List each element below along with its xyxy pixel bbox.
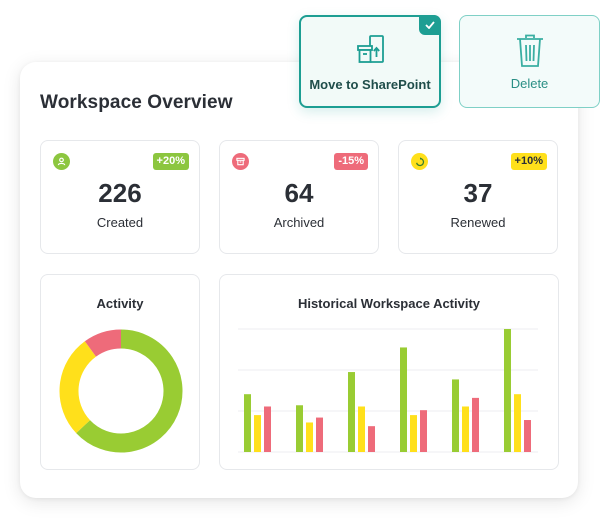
stat-value: 37 [463, 178, 493, 208]
bar [348, 372, 355, 452]
stat-value: 64 [284, 178, 314, 208]
stat-card-archived: -15% 64 Archived [219, 140, 379, 254]
bar [254, 415, 261, 452]
recycle-icon [411, 153, 428, 170]
bar [472, 397, 479, 452]
history-title: Historical Workspace Activity [297, 296, 481, 311]
move-to-sharepoint-icon [357, 35, 384, 63]
bar [306, 422, 313, 452]
delete-button[interactable]: Delete [459, 15, 600, 108]
stat-card-renewed: +10% 37 Renewed [398, 140, 558, 254]
stat-label: Created [96, 215, 144, 230]
activity-panel: Activity [40, 274, 200, 470]
bar [420, 410, 427, 452]
change-badge: +20% [152, 153, 189, 170]
history-panel: Historical Workspace Activity [219, 274, 559, 470]
activity-donut-chart [59, 329, 183, 453]
bar [296, 405, 303, 452]
change-badge: +10% [510, 153, 547, 170]
archive-icon [232, 153, 249, 170]
stat-label: Renewed [450, 215, 506, 230]
bar [462, 406, 469, 452]
bar [514, 394, 521, 452]
stat-label: Archived [273, 215, 325, 230]
bar [368, 426, 375, 452]
check-icon [419, 15, 441, 35]
bar [524, 420, 531, 452]
activity-title: Activity [96, 296, 144, 311]
bar [358, 406, 365, 452]
donut-slice [76, 329, 183, 453]
bar [264, 406, 271, 452]
bar [244, 394, 251, 452]
stat-value: 226 [98, 178, 142, 208]
bar [452, 379, 459, 452]
donut-slice [84, 329, 122, 357]
user-icon [53, 153, 70, 170]
bar [504, 329, 511, 452]
page-title: Workspace Overview [40, 92, 233, 113]
stat-card-created: +20% 226 Created [40, 140, 200, 254]
bar [410, 415, 417, 452]
move-to-sharepoint-button[interactable]: Move to SharePoint [299, 15, 441, 108]
change-badge: -15% [334, 153, 368, 170]
bar [316, 417, 323, 452]
bar [400, 347, 407, 452]
trash-icon [517, 34, 543, 67]
history-bar-chart [238, 328, 538, 453]
delete-label: Delete [510, 76, 549, 91]
move-to-sharepoint-label: Move to SharePoint [309, 77, 431, 92]
donut-slice [59, 341, 97, 434]
